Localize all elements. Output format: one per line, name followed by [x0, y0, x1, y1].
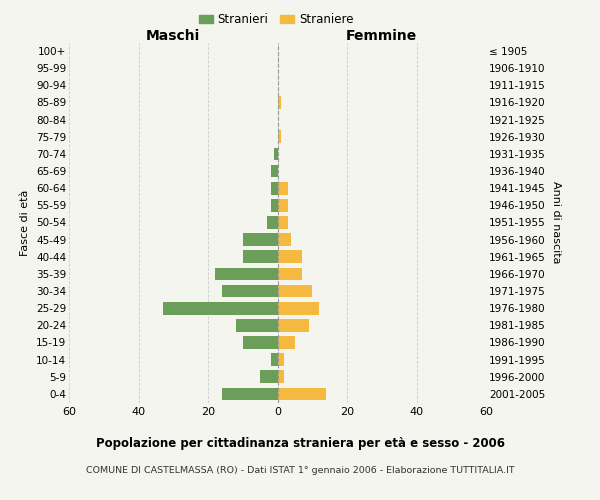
Bar [243, 233, 277, 246]
Bar [267, 216, 277, 229]
Bar [277, 370, 284, 383]
Bar [277, 216, 288, 229]
Bar [277, 233, 292, 246]
Bar [277, 130, 281, 143]
Bar [277, 284, 312, 298]
Text: Femmine: Femmine [346, 28, 418, 42]
Text: Popolazione per cittadinanza straniera per età e sesso - 2006: Popolazione per cittadinanza straniera p… [95, 438, 505, 450]
Bar [222, 388, 277, 400]
Bar [243, 336, 277, 349]
Bar [243, 250, 277, 263]
Bar [274, 148, 277, 160]
Bar [277, 388, 326, 400]
Y-axis label: Anni di nascita: Anni di nascita [551, 181, 561, 264]
Bar [277, 250, 302, 263]
Bar [277, 336, 295, 349]
Bar [277, 302, 319, 314]
Bar [271, 182, 277, 194]
Legend: Stranieri, Straniere: Stranieri, Straniere [194, 8, 358, 31]
Bar [222, 284, 277, 298]
Bar [215, 268, 277, 280]
Bar [236, 319, 277, 332]
Bar [277, 353, 284, 366]
Bar [163, 302, 277, 314]
Bar [271, 199, 277, 212]
Bar [271, 164, 277, 177]
Bar [277, 268, 302, 280]
Bar [260, 370, 277, 383]
Bar [277, 96, 281, 109]
Bar [277, 199, 288, 212]
Bar [271, 353, 277, 366]
Bar [277, 319, 309, 332]
Text: Maschi: Maschi [146, 28, 200, 42]
Y-axis label: Fasce di età: Fasce di età [20, 190, 31, 256]
Bar [277, 182, 288, 194]
Text: COMUNE DI CASTELMASSA (RO) - Dati ISTAT 1° gennaio 2006 - Elaborazione TUTTITALI: COMUNE DI CASTELMASSA (RO) - Dati ISTAT … [86, 466, 514, 475]
